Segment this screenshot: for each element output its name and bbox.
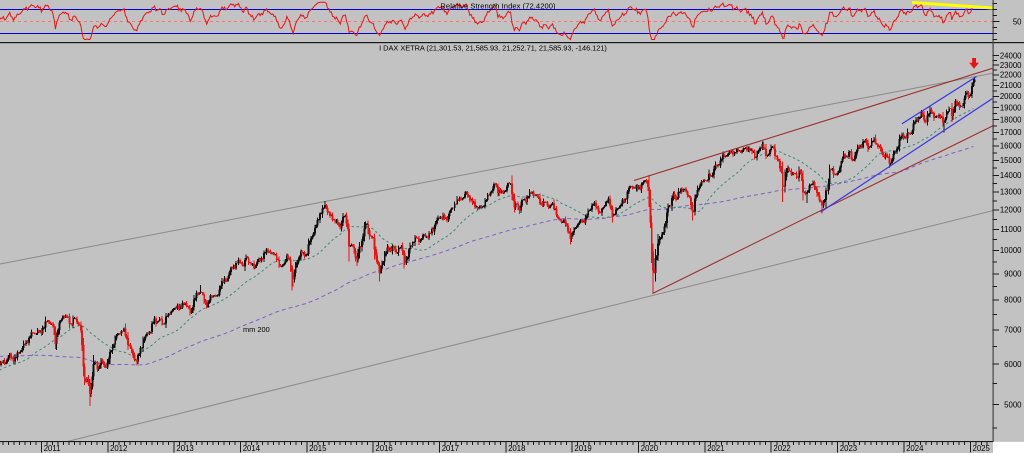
svg-text:14000: 14000: [1000, 171, 1022, 180]
svg-text:I DAX XETRA (21,301.53, 21,585: I DAX XETRA (21,301.53, 21,585.93, 21,25…: [379, 44, 607, 53]
svg-text:2015: 2015: [309, 444, 327, 453]
svg-text:6000: 6000: [1004, 360, 1022, 369]
svg-text:mm 200: mm 200: [243, 325, 270, 334]
svg-text:2012: 2012: [110, 444, 127, 453]
svg-text:15000: 15000: [1000, 156, 1022, 165]
svg-text:2016: 2016: [375, 444, 392, 453]
svg-text:19000: 19000: [1000, 103, 1022, 112]
svg-text:20000: 20000: [1000, 92, 1022, 101]
svg-text:2013: 2013: [176, 444, 193, 453]
svg-text:2011: 2011: [44, 444, 61, 453]
svg-text:2019: 2019: [574, 444, 591, 453]
svg-text:12000: 12000: [1000, 206, 1022, 215]
svg-text:2022: 2022: [773, 444, 790, 453]
svg-text:23000: 23000: [1000, 61, 1022, 70]
svg-text:2025: 2025: [973, 444, 991, 453]
svg-text:2014: 2014: [243, 444, 261, 453]
svg-text:2017: 2017: [442, 444, 459, 453]
svg-text:9000: 9000: [1004, 270, 1022, 279]
svg-text:13000: 13000: [1000, 188, 1022, 197]
svg-text:24000: 24000: [1000, 51, 1022, 60]
svg-text:18000: 18000: [1000, 115, 1022, 124]
svg-text:16000: 16000: [1000, 142, 1022, 151]
svg-text:21000: 21000: [1000, 81, 1022, 90]
svg-text:5000: 5000: [1004, 400, 1022, 409]
svg-text:2023: 2023: [840, 444, 857, 453]
svg-text:22000: 22000: [1000, 71, 1022, 80]
svg-text:50: 50: [1013, 18, 1022, 27]
svg-text:2018: 2018: [508, 444, 525, 453]
svg-text:2020: 2020: [641, 444, 659, 453]
svg-text:2021: 2021: [707, 444, 724, 453]
svg-text:10000: 10000: [1000, 246, 1022, 255]
svg-text:Relative Strength Index (72.42: Relative Strength Index (72.4200): [440, 1, 556, 10]
svg-text:8000: 8000: [1004, 296, 1022, 305]
svg-text:17000: 17000: [1000, 128, 1022, 137]
svg-text:7000: 7000: [1004, 326, 1022, 335]
svg-text:2024: 2024: [906, 444, 924, 453]
svg-text:11000: 11000: [1000, 225, 1022, 234]
